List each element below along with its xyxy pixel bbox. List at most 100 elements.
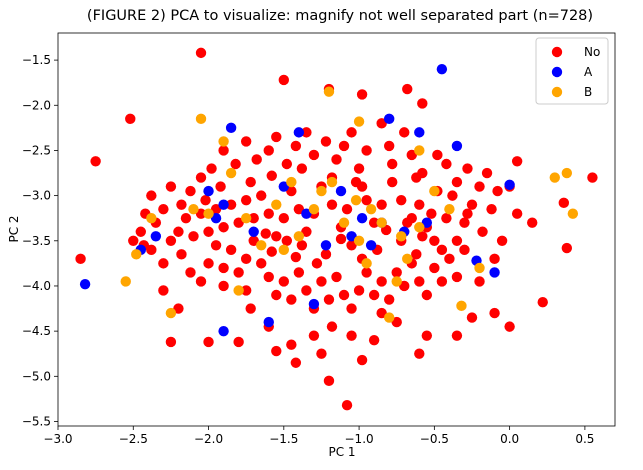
x-tick-label: −0.5	[420, 432, 449, 446]
point-b	[402, 253, 413, 265]
point-a	[383, 113, 395, 125]
x-tick-label: −3.0	[43, 432, 72, 446]
y-tick-label: −2.5	[22, 143, 51, 157]
point-b	[376, 217, 387, 228]
point-no	[286, 339, 297, 350]
point-a	[218, 325, 229, 337]
legend-label-no: No	[584, 45, 600, 59]
point-a	[248, 226, 259, 237]
point-no	[266, 246, 277, 257]
point-no	[165, 181, 177, 192]
point-no	[331, 154, 342, 165]
point-no	[417, 231, 428, 242]
point-b	[549, 172, 560, 183]
point-no	[75, 253, 86, 265]
point-no	[245, 176, 256, 188]
point-no	[346, 127, 357, 138]
point-no	[263, 271, 274, 283]
point-no	[158, 258, 169, 269]
point-b	[414, 222, 425, 233]
point-b	[361, 258, 372, 269]
point-no	[323, 294, 335, 305]
chart-title: (FIGURE 2) PCA to visualize: magnify not…	[87, 8, 593, 24]
point-no	[459, 217, 470, 228]
point-no	[474, 181, 485, 192]
point-a	[346, 231, 357, 242]
point-a	[365, 240, 377, 251]
point-no	[233, 217, 244, 228]
point-no	[200, 194, 211, 206]
point-no	[436, 244, 448, 256]
point-no	[266, 170, 277, 181]
point-no	[447, 190, 458, 201]
points-layer	[75, 47, 598, 411]
point-b	[203, 208, 214, 219]
point-no	[271, 345, 282, 357]
x-axis-label: PC 1	[328, 445, 355, 459]
point-no	[225, 244, 237, 256]
point-b	[567, 208, 579, 219]
legend-label-a: A	[584, 65, 593, 79]
point-a	[301, 208, 312, 219]
point-b	[353, 116, 365, 127]
point-no	[429, 262, 440, 274]
plot-frame	[57, 32, 616, 427]
point-b	[456, 300, 467, 312]
point-no	[451, 271, 463, 283]
point-no	[376, 276, 387, 287]
point-no	[278, 213, 290, 224]
point-b	[271, 199, 282, 210]
point-no	[527, 217, 538, 228]
point-no	[263, 145, 274, 156]
point-no	[444, 253, 455, 265]
point-b	[316, 185, 327, 197]
point-no	[396, 194, 407, 206]
point-b	[146, 213, 157, 224]
point-no	[263, 208, 274, 219]
point-no	[462, 208, 473, 219]
point-no	[451, 330, 463, 341]
point-no	[481, 167, 493, 179]
point-b	[165, 307, 177, 319]
point-no	[331, 271, 342, 283]
point-b	[353, 235, 365, 246]
point-no	[233, 267, 244, 278]
point-b	[350, 194, 362, 206]
point-no	[376, 307, 387, 319]
point-b	[293, 231, 305, 242]
point-no	[391, 267, 402, 278]
y-tick-label: −5.0	[22, 369, 51, 383]
point-no	[466, 312, 478, 323]
series-a	[79, 63, 515, 337]
point-no	[353, 163, 365, 174]
point-no	[271, 131, 282, 143]
point-no	[338, 289, 350, 301]
point-no	[356, 354, 368, 366]
point-no	[474, 276, 485, 287]
point-no	[173, 226, 184, 237]
point-no	[587, 172, 598, 183]
point-no	[326, 199, 338, 210]
point-no	[203, 336, 214, 348]
point-no	[387, 158, 398, 170]
point-no	[240, 253, 252, 265]
point-b	[323, 86, 335, 97]
point-no	[477, 226, 488, 237]
point-no	[432, 149, 443, 161]
point-no	[281, 158, 293, 170]
point-b	[391, 276, 402, 287]
point-no	[135, 226, 146, 237]
point-no	[240, 194, 252, 206]
point-no	[338, 140, 350, 152]
point-no	[511, 156, 523, 167]
point-no	[421, 289, 433, 301]
point-no	[399, 280, 410, 292]
point-no	[165, 336, 177, 348]
point-no	[185, 185, 196, 197]
point-no	[218, 222, 229, 233]
x-tick-label: 0.5	[575, 432, 594, 446]
y-tick-label: −3.0	[22, 189, 51, 203]
point-b	[338, 217, 350, 228]
point-a	[150, 231, 162, 242]
